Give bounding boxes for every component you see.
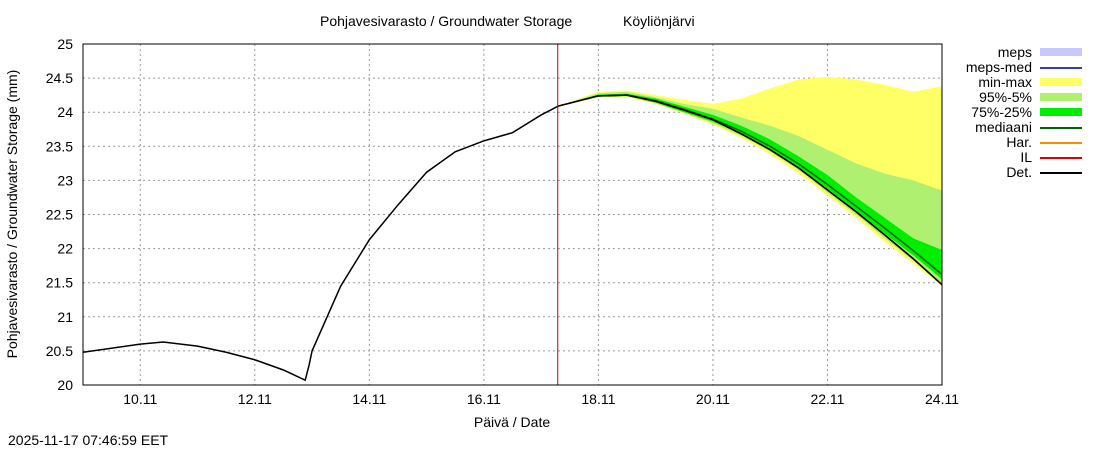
y-tick-label: 24.5 <box>46 70 73 86</box>
x-tick-label: 22.11 <box>810 391 844 407</box>
y-tick-label: 23.5 <box>46 138 73 154</box>
timestamp: 2025-11-17 07:46:59 EET <box>8 432 169 448</box>
x-tick-label: 20.11 <box>696 391 730 407</box>
legend-swatch <box>1040 93 1082 101</box>
legend-label: 75%-25% <box>971 104 1032 120</box>
legend-swatch <box>1040 108 1082 116</box>
y-tick-label: 21.5 <box>46 275 73 291</box>
y-tick-label: 25 <box>57 36 73 52</box>
legend-label: Det. <box>1006 164 1032 180</box>
legend-label: mediaani <box>975 119 1032 135</box>
x-tick-label: 16.11 <box>467 391 501 407</box>
x-tick-label: 24.11 <box>925 391 959 407</box>
station-name: Köyliönjärvi <box>623 13 695 29</box>
legend-label: Har. <box>1006 134 1032 150</box>
x-tick-label: 12.11 <box>238 391 272 407</box>
y-tick-label: 24 <box>57 104 73 120</box>
legend-label: IL <box>1020 149 1032 165</box>
legend-swatch <box>1040 78 1082 86</box>
plot-frame <box>82 43 943 386</box>
legend-swatch <box>1040 48 1082 56</box>
x-tick-label: 10.11 <box>123 391 157 407</box>
band <box>558 93 942 280</box>
legend-label: meps-med <box>966 59 1032 75</box>
y-tick-label: 22 <box>57 241 73 257</box>
y-axis-label: Pohjavesivarasto / Groundwater Storage (… <box>4 70 20 359</box>
legend-label: min-max <box>978 74 1032 90</box>
band <box>558 76 942 287</box>
x-axis-label: Päivä / Date <box>474 414 550 430</box>
y-tick-label: 23 <box>57 172 73 188</box>
y-tick-label: 22.5 <box>46 207 73 223</box>
chart-title: Pohjavesivarasto / Groundwater Storage <box>320 13 572 29</box>
line <box>83 94 942 382</box>
y-tick-label: 20 <box>57 377 73 393</box>
legend-label: 95%-5% <box>979 89 1032 105</box>
y-tick-label: 21 <box>57 309 73 325</box>
x-tick-label: 14.11 <box>352 391 386 407</box>
legend-label: meps <box>998 44 1032 60</box>
y-tick-label: 20.5 <box>46 343 73 359</box>
x-tick-label: 18.11 <box>581 391 615 407</box>
